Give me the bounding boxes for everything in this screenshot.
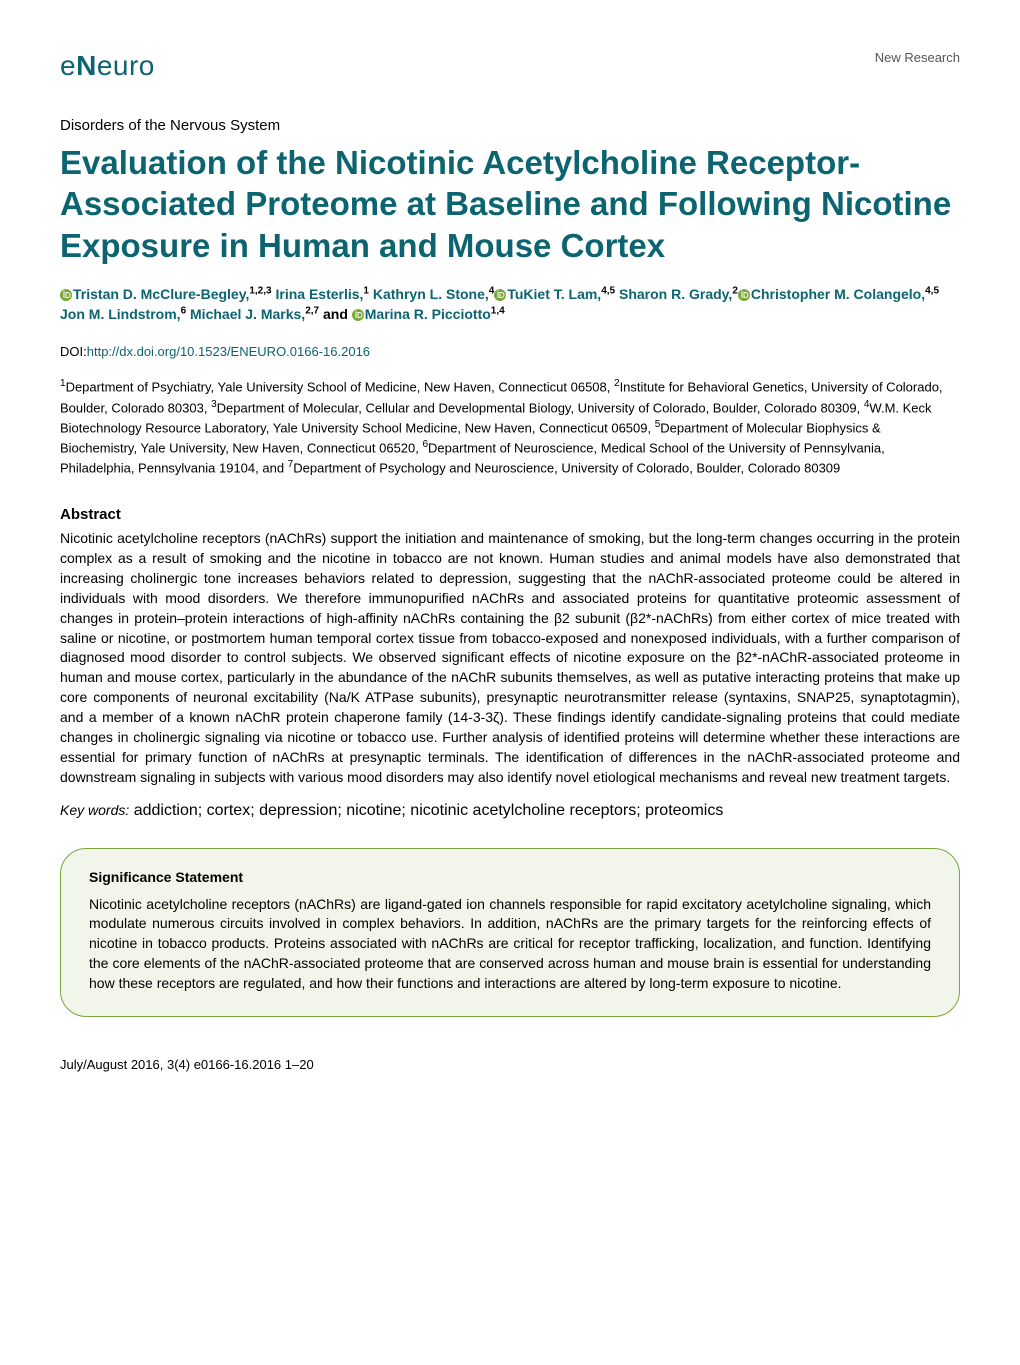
significance-body: Nicotinic acetylcholine receptors (nAChR… xyxy=(89,895,931,994)
doi-line: DOI:http://dx.doi.org/10.1523/ENEURO.016… xyxy=(60,344,960,359)
doi-link[interactable]: http://dx.doi.org/10.1523/ENEURO.0166-16… xyxy=(87,344,370,359)
significance-heading: Significance Statement xyxy=(89,869,931,885)
keywords-line: Key words: addiction; cortex; depression… xyxy=(60,802,960,820)
logo-e: e xyxy=(60,50,76,81)
keywords-label: Key words: xyxy=(60,802,129,818)
doi-prefix: DOI: xyxy=(60,344,87,359)
affiliations: 1Department of Psychiatry, Yale Universi… xyxy=(60,377,960,478)
header-label: New Research xyxy=(875,50,960,65)
abstract-body: Nicotinic acetylcholine receptors (nAChR… xyxy=(60,529,960,787)
author-list: Tristan D. McClure-Begley,1,2,3 Irina Es… xyxy=(60,284,960,325)
keywords-text: addiction; cortex; depression; nicotine;… xyxy=(129,802,723,819)
page-container: eNeuro New Research Disorders of the Ner… xyxy=(0,0,1020,1112)
significance-box: Significance Statement Nicotinic acetylc… xyxy=(60,848,960,1017)
page-header: eNeuro New Research xyxy=(60,50,960,82)
logo-euro: euro xyxy=(97,50,155,81)
article-title: Evaluation of the Nicotinic Acetylcholin… xyxy=(60,142,960,266)
journal-logo: eNeuro xyxy=(60,50,155,82)
page-footer: July/August 2016, 3(4) e0166-16.2016 1–2… xyxy=(60,1057,960,1072)
section-label: Disorders of the Nervous System xyxy=(60,117,960,134)
logo-n: N xyxy=(76,50,97,81)
abstract-heading: Abstract xyxy=(60,506,960,523)
